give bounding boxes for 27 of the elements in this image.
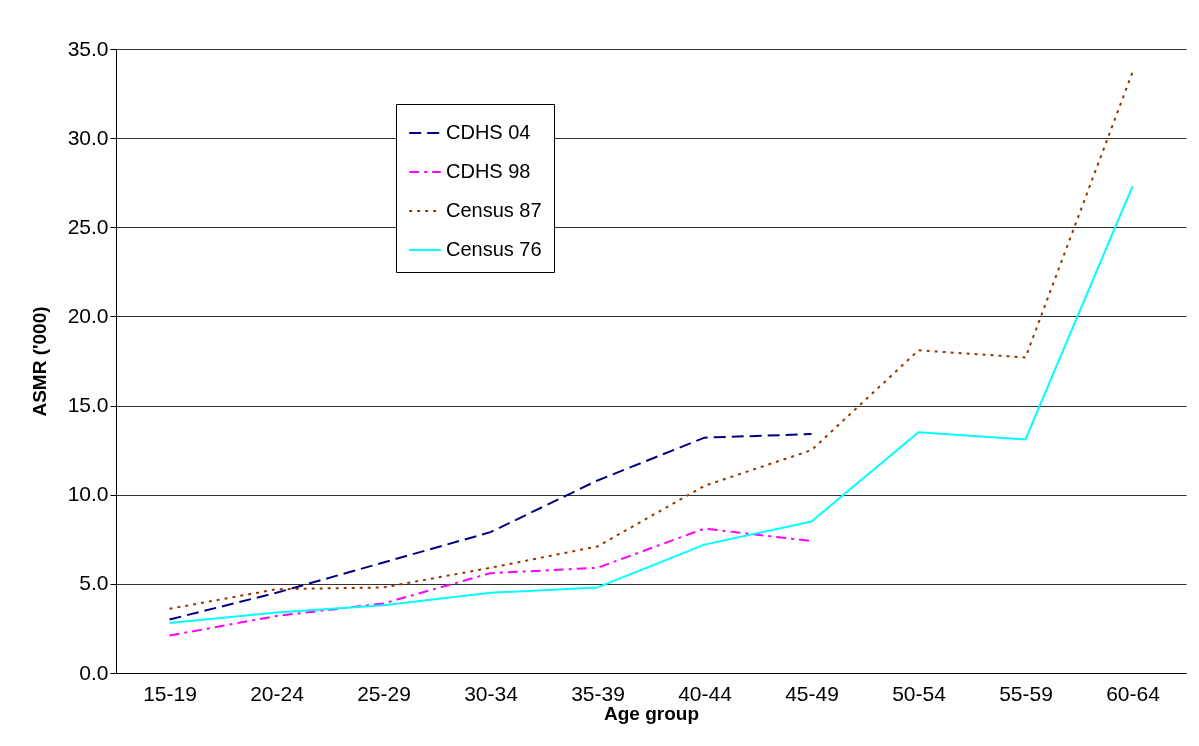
y-axis-title: ASMR ('000) — [28, 306, 50, 417]
x-tick-label: 55-59 — [999, 681, 1053, 705]
y-tick-label: 15.0 — [67, 393, 109, 417]
line-series — [168, 185, 1134, 625]
legend-label: Census 76 — [446, 238, 542, 260]
x-tick-label: 35-39 — [571, 681, 625, 705]
x-tick-label: 45-49 — [785, 681, 839, 705]
y-tick-label: 35.0 — [67, 36, 109, 60]
x-tick-label: 60-64 — [1106, 681, 1161, 705]
y-tick-label: 0.0 — [79, 660, 109, 684]
x-tick-label: 40-44 — [678, 681, 733, 705]
legend-label: CDHS 04 — [446, 121, 531, 143]
line-series — [168, 433, 813, 621]
line-series — [168, 71, 1134, 610]
legend-label: CDHS 98 — [446, 160, 531, 182]
y-tick-label: 20.0 — [67, 303, 109, 327]
x-tick-label: 15-19 — [143, 681, 197, 705]
y-tick-label: 30.0 — [67, 125, 109, 149]
x-axis-title: Age group — [604, 702, 699, 724]
x-tick-label: 20-24 — [250, 681, 305, 705]
x-tick-label: 25-29 — [357, 681, 411, 705]
y-tick-label: 5.0 — [79, 571, 109, 595]
x-tick-label: 50-54 — [892, 681, 947, 705]
y-tick-label: 25.0 — [67, 214, 109, 238]
legend-label: Census 87 — [446, 199, 542, 221]
x-tick-label: 30-34 — [464, 681, 519, 705]
y-tick-label: 10.0 — [67, 482, 109, 506]
